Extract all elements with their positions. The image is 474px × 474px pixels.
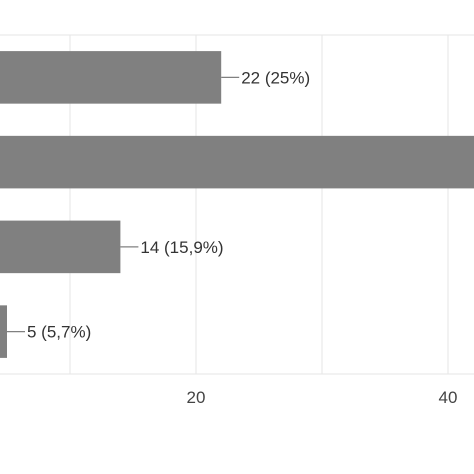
x-axis-ticks: 20 40 (187, 388, 458, 407)
data-label-4: 5 (5,7%) (27, 323, 91, 342)
bar-2 (0, 135, 474, 189)
bar-4 (0, 305, 7, 358)
data-label-3: 14 (15,9%) (140, 238, 223, 257)
bar-3 (0, 220, 121, 274)
bar-1 (0, 51, 222, 104)
x-tick-label-20: 20 (187, 388, 206, 407)
bars (0, 51, 474, 358)
data-label-1: 22 (25%) (241, 68, 310, 87)
data-labels: 22 (25%) 14 (15,9%) 5 (5,7%) (7, 68, 310, 342)
x-tick-label-40: 40 (439, 388, 458, 407)
